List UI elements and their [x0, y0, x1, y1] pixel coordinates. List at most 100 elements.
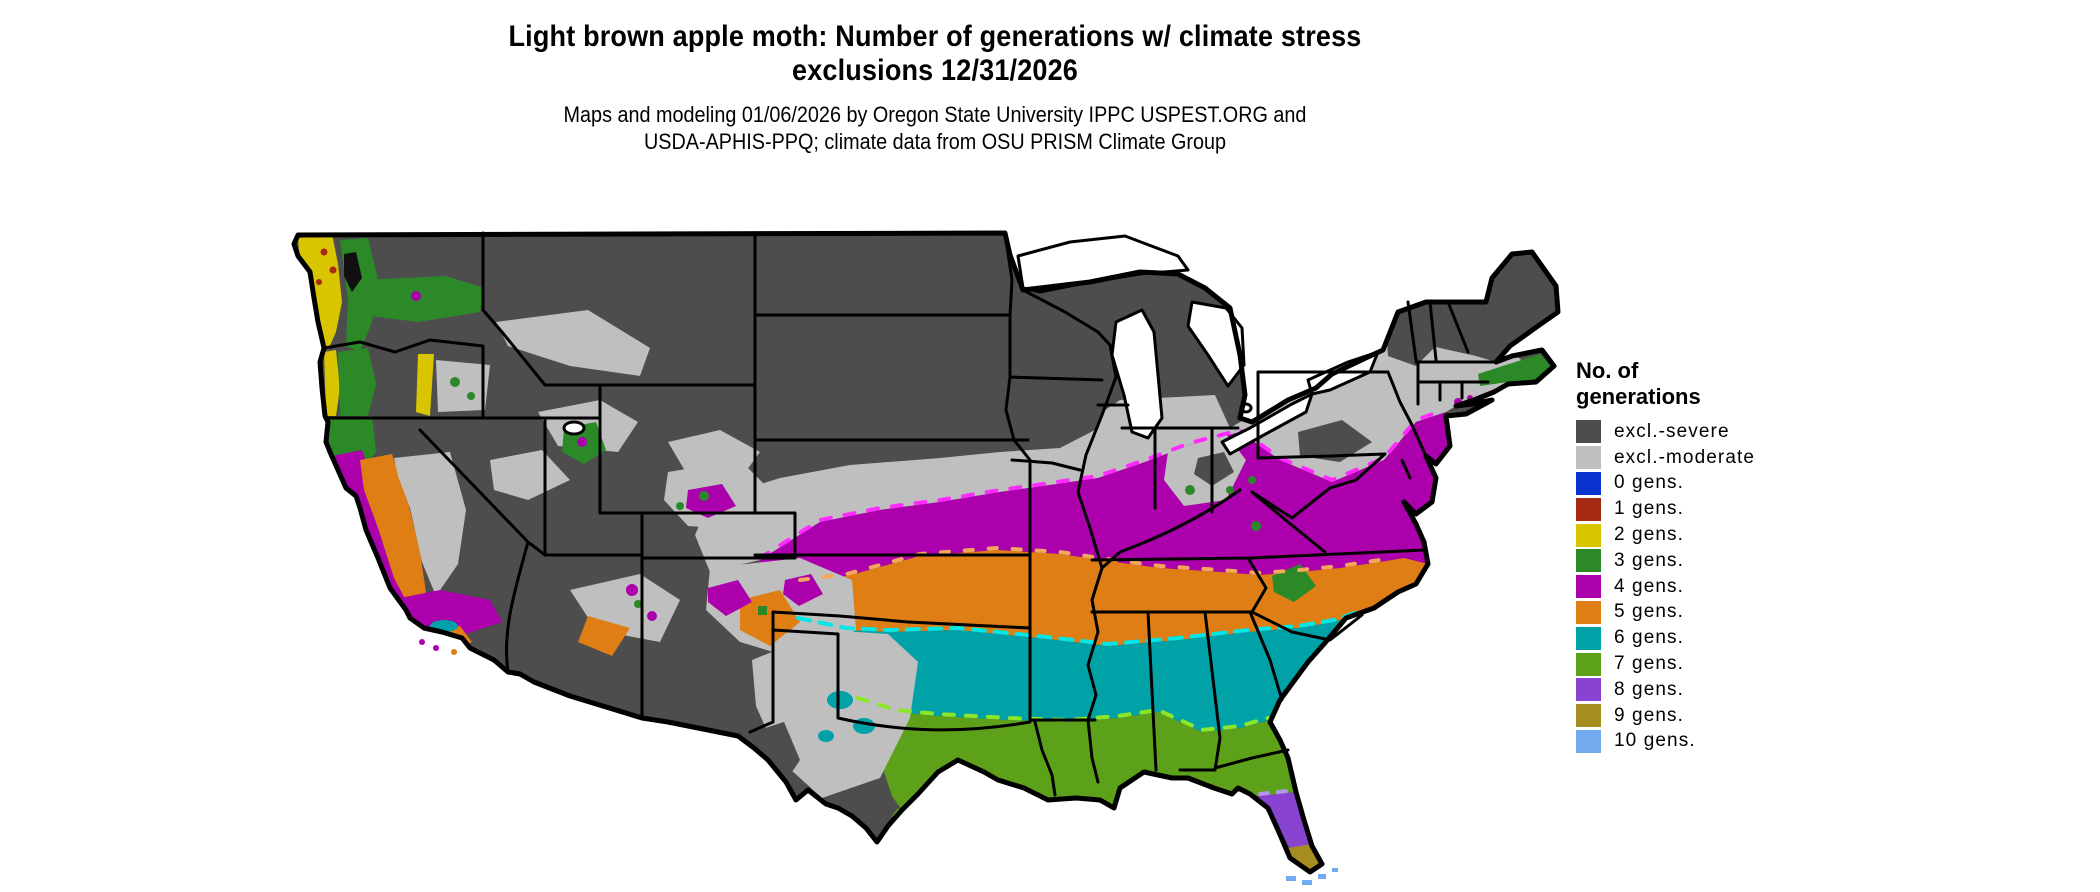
legend-swatch-1-gens — [1576, 497, 1601, 521]
channel-islands — [419, 639, 457, 655]
region-3-gens-columbia — [362, 276, 485, 322]
region-3-gens-oregon — [338, 348, 376, 416]
legend-swatch-4-gens — [1576, 575, 1601, 599]
region-excl-severe-pennsylvania — [1298, 420, 1372, 462]
map-regions — [294, 233, 1558, 872]
legend-title-line2: generations — [1576, 384, 1701, 409]
region-excl-severe-big-bend — [740, 722, 800, 784]
region-3-gens-nm-speck — [758, 606, 767, 615]
region-5-gens-central-valley — [360, 454, 426, 608]
region-8-gens-texas-coast-dot — [910, 820, 916, 830]
legend-label-10-gens: 10 gens. — [1614, 730, 1696, 752]
legend-label-8-gens: 8 gens. — [1614, 678, 1685, 700]
region-3-gens-appalachia-dot — [1185, 485, 1195, 495]
region-1-gens-wa-speck — [320, 248, 328, 256]
legend-label-excl-severe: excl.-severe — [1614, 420, 1730, 442]
map-title: Light brown apple moth: Number of genera… — [94, 20, 1777, 88]
region-4-gens-new-mexico2 — [783, 574, 823, 606]
region-1-gens-wa-speck3 — [316, 279, 322, 285]
legend-label-5-gens: 5 gens. — [1614, 601, 1685, 623]
legend-label-3-gens: 3 gens. — [1614, 549, 1685, 571]
legend-title: No. of generations — [1576, 358, 1755, 410]
legend-label-9-gens: 9 gens. — [1614, 704, 1685, 726]
fringe-8-gens-edge — [1258, 788, 1298, 796]
map-subtitle-line1: Maps and modeling 01/06/2026 by Oregon S… — [563, 102, 1307, 127]
map-subtitle: Maps and modeling 01/06/2026 by Oregon S… — [94, 101, 1777, 155]
fringe-6-gens-edge — [796, 608, 1366, 647]
legend-swatch-8-gens — [1576, 678, 1601, 702]
region-6-gens-texas-spot3 — [818, 730, 834, 742]
map-title-line1: Light brown apple moth: Number of genera… — [508, 20, 1362, 53]
legend-title-line1: No. of — [1576, 358, 1639, 383]
legend-item-9-gens: 9 gens. — [1576, 703, 1755, 729]
legend-item-5-gens: 5 gens. — [1576, 600, 1755, 626]
map-svg — [291, 230, 1561, 885]
region-3-gens-nc-mountains — [1272, 564, 1316, 602]
region-excl-moderate-east-oregon — [436, 360, 490, 412]
region-excl-moderate-snake-plain — [496, 310, 650, 376]
legend-label-1-gens: 1 gens. — [1614, 498, 1685, 520]
legend-item-excl-severe: excl.-severe — [1576, 419, 1755, 445]
region-3-gens-az-dot — [634, 600, 642, 608]
region-8-gens-texas-coast-dot2 — [919, 834, 924, 842]
region-4-gens-az-dot2 — [647, 611, 657, 621]
region-excl-severe-appalachia — [1194, 452, 1234, 486]
region-excl-moderate-nevada2 — [490, 450, 570, 500]
region-4-gens-az-dot — [626, 584, 638, 596]
legend-swatch-9-gens — [1576, 704, 1601, 728]
legend-swatch-3-gens — [1576, 549, 1601, 573]
region-5-gens-arizona — [578, 616, 630, 656]
region-3-gens-rockies-dot2 — [676, 502, 684, 510]
region-3-gens-new-england-coast — [1478, 354, 1550, 386]
region-3-gens-blue-mtns — [450, 377, 460, 387]
region-1-gens-wa-speck2 — [329, 266, 337, 274]
legend-swatch-excl-moderate — [1576, 446, 1601, 470]
legend-label-6-gens: 6 gens. — [1614, 627, 1685, 649]
region-3-gens-appalachia-dot2 — [1226, 486, 1234, 494]
legend-swatch-5-gens — [1576, 600, 1601, 624]
region-10-gens-keys — [1286, 868, 1338, 885]
region-2-gens-oregon-coast — [324, 350, 340, 416]
region-3-gens-appalachia-dot4 — [1251, 521, 1261, 531]
legend-label-7-gens: 7 gens. — [1614, 653, 1685, 675]
legend-swatch-6-gens — [1576, 626, 1601, 650]
legend-item-4-gens: 4 gens. — [1576, 574, 1755, 600]
map-title-line2: exclusions 12/31/2026 — [792, 54, 1078, 87]
legend-swatch-10-gens — [1576, 729, 1601, 753]
puget-sound — [344, 252, 362, 292]
legend-label-4-gens: 4 gens. — [1614, 575, 1685, 597]
region-6-gens-band — [768, 608, 1374, 732]
header: Light brown apple moth: Number of genera… — [94, 0, 1777, 155]
legend-item-excl-moderate: excl.-moderate — [1576, 445, 1755, 471]
region-7-gens-band — [858, 700, 1296, 810]
legend: No. of generations excl.-severe excl.-mo… — [1576, 358, 1755, 754]
legend-swatch-excl-severe — [1576, 420, 1601, 444]
legend-item-8-gens: 8 gens. — [1576, 677, 1755, 703]
state-borders — [322, 231, 1500, 797]
fringe-5-gens-edge — [798, 545, 1382, 582]
region-3-gens-blue-mtns2 — [467, 392, 475, 400]
legend-item-0-gens: 0 gens. — [1576, 471, 1755, 497]
region-6-gens-texas-spot — [827, 691, 853, 709]
region-4-gens-band — [760, 412, 1450, 592]
map-subtitle-line2: USDA-APHIS-PPQ; climate data from OSU PR… — [643, 129, 1227, 154]
legend-item-3-gens: 3 gens. — [1576, 548, 1755, 574]
us-generations-map — [240, 160, 1570, 892]
region-2-gens-washington-coast — [298, 234, 342, 350]
legend-item-6-gens: 6 gens. — [1576, 625, 1755, 651]
region-4-gens-rockies — [686, 484, 736, 518]
legend-swatch-0-gens — [1576, 471, 1601, 495]
region-excl-moderate-sierra — [394, 452, 466, 596]
legend-label-2-gens: 2 gens. — [1614, 524, 1685, 546]
legend-swatch-2-gens — [1576, 523, 1601, 547]
region-4-gens-new-mexico — [708, 580, 752, 616]
region-3-gens-rockies-dot — [699, 491, 709, 501]
legend-item-7-gens: 7 gens. — [1576, 651, 1755, 677]
legend-label-excl-moderate: excl.-moderate — [1614, 446, 1756, 468]
region-3-gens-appalachia-dot3 — [1248, 476, 1256, 484]
great-salt-lake — [562, 420, 586, 436]
legend-label-0-gens: 0 gens. — [1614, 472, 1685, 494]
region-4-gens-wa-dot — [411, 291, 421, 301]
fringe-4-gens-edge — [758, 408, 1446, 560]
legend-item-1-gens: 1 gens. — [1576, 496, 1755, 522]
